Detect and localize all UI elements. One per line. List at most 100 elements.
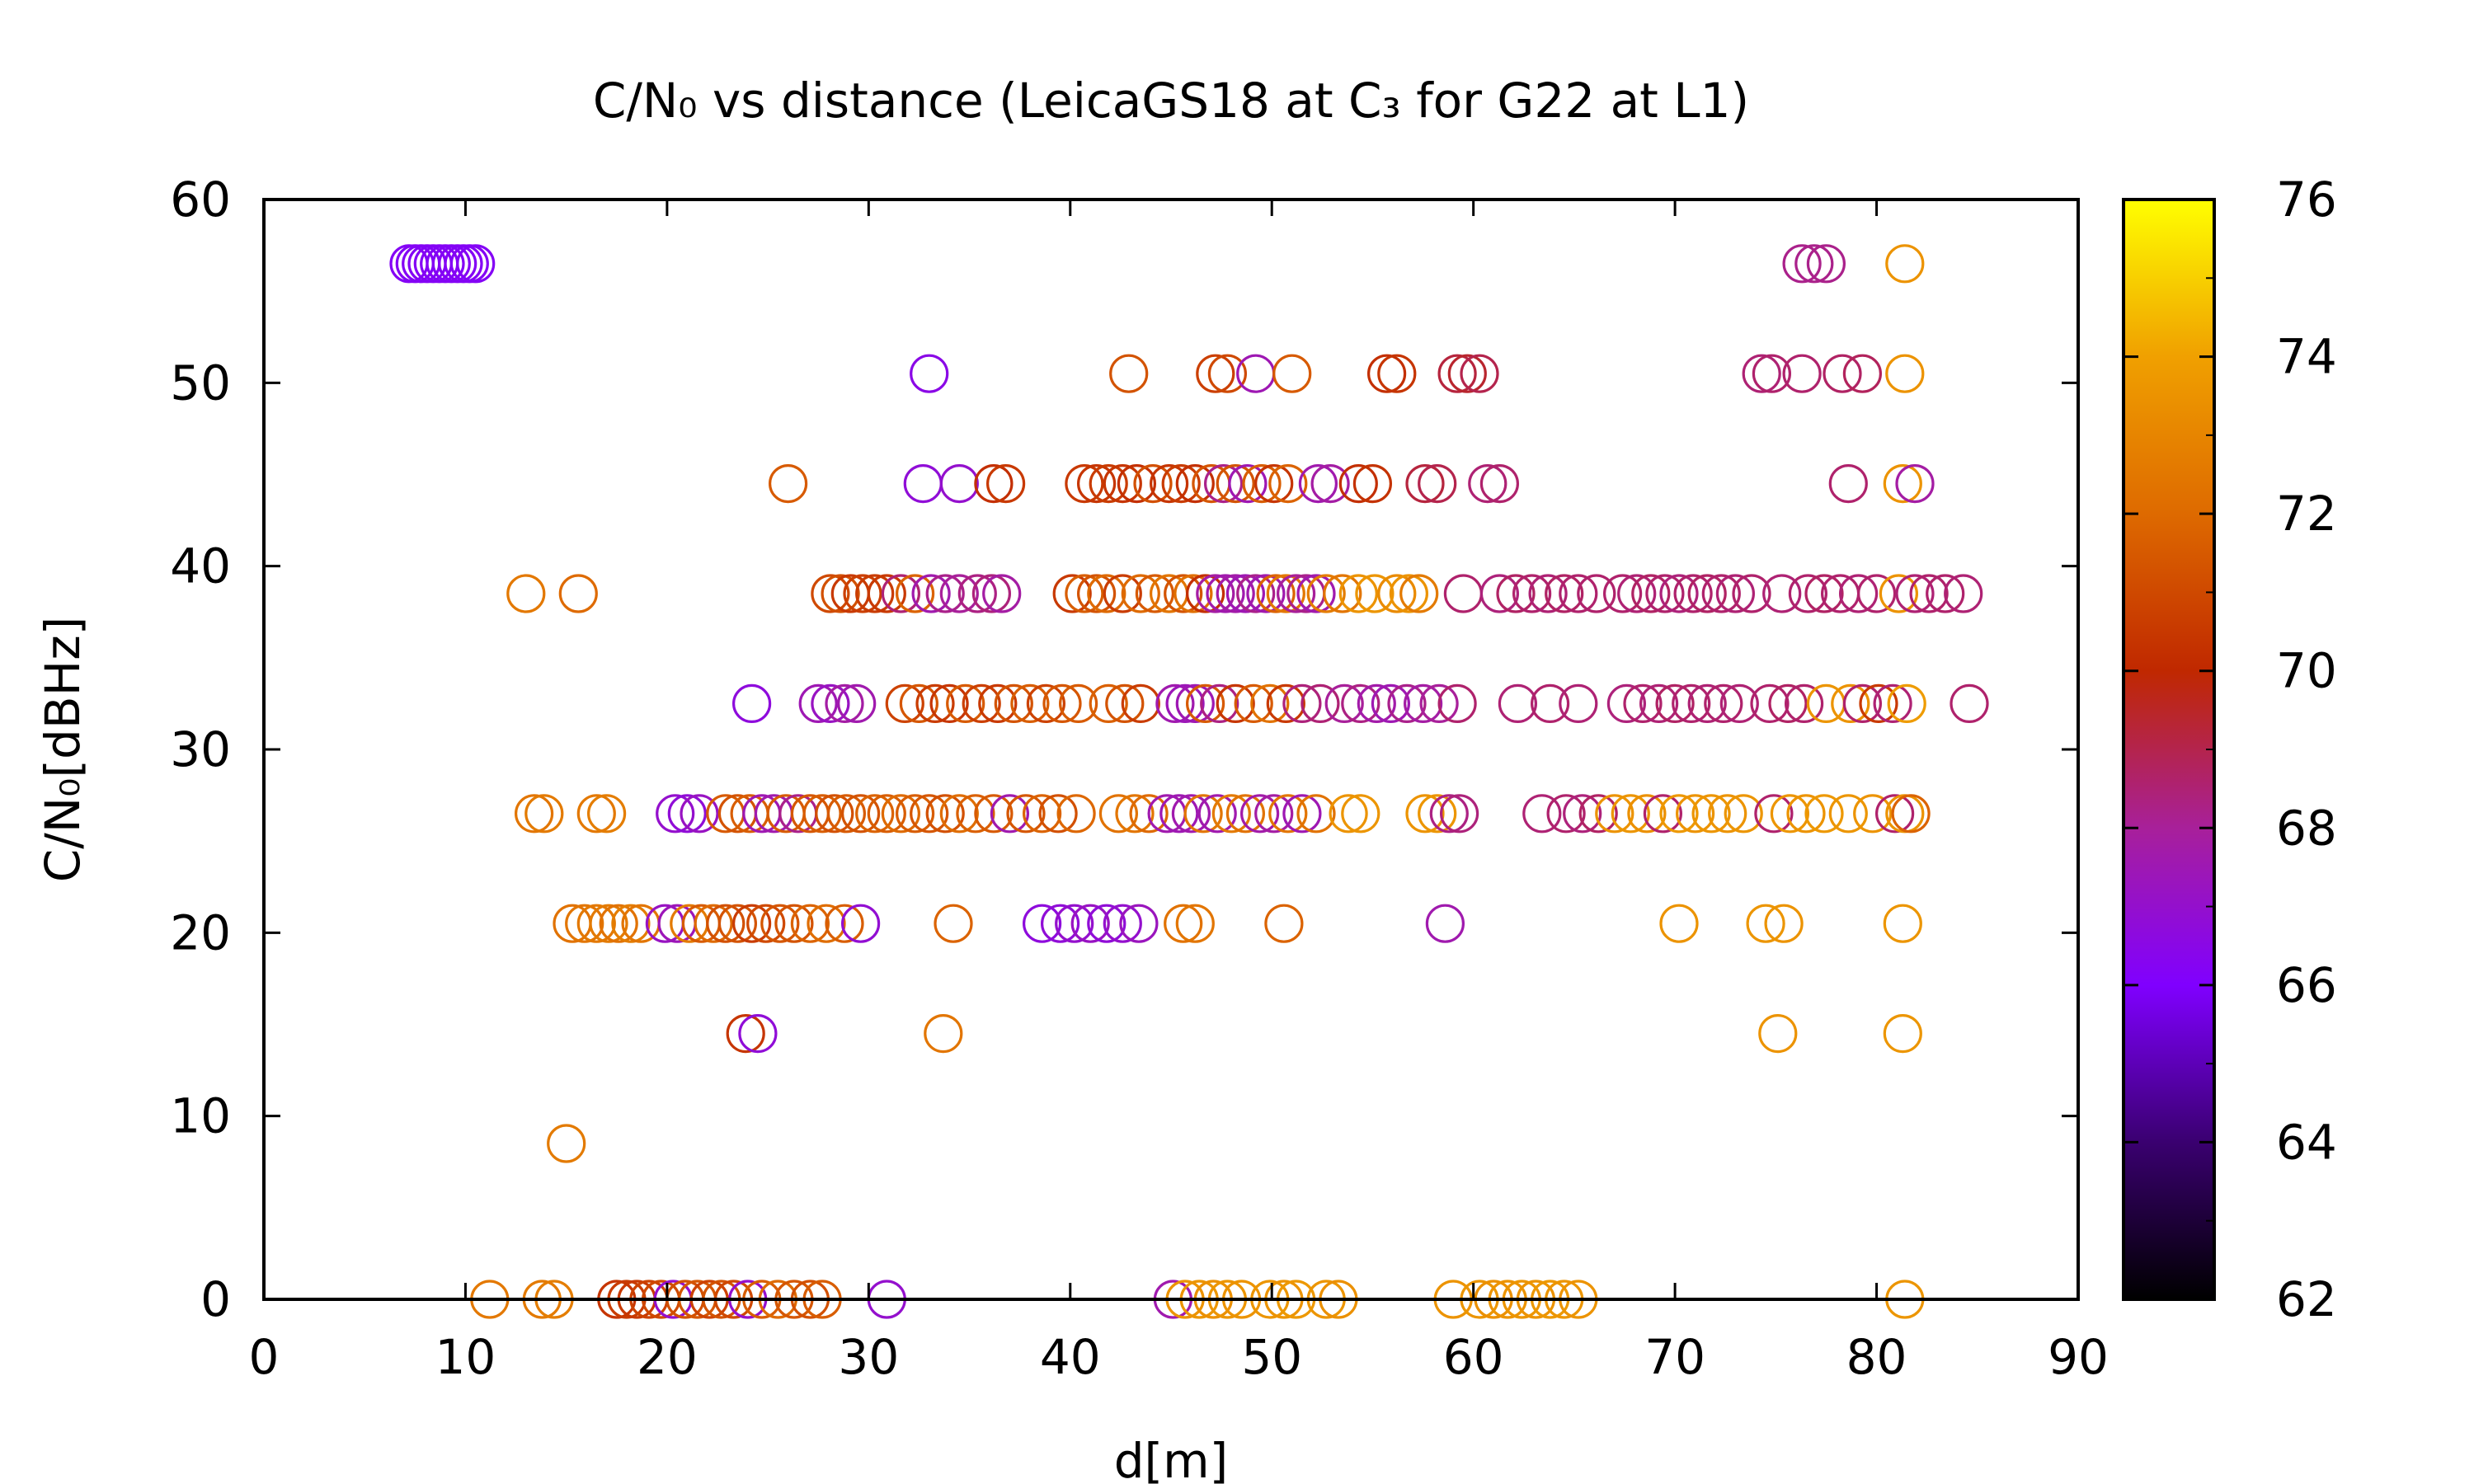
- data-point: [1341, 794, 1380, 834]
- data-point: [1762, 574, 1802, 613]
- data-point: [915, 683, 955, 724]
- data-point: [1052, 574, 1092, 613]
- data-point: [1216, 683, 1255, 724]
- data-point: [1196, 354, 1235, 393]
- data-point: [1512, 574, 1552, 613]
- data-point: [1782, 244, 1822, 284]
- data-point: [1155, 683, 1195, 724]
- y-tick-label: 30: [170, 721, 231, 777]
- x-tick-label: 30: [838, 1329, 899, 1385]
- data-point: [1676, 794, 1715, 834]
- colorbar-tick-label: 74: [2276, 329, 2337, 385]
- data-point: [1010, 683, 1050, 724]
- data-point: [1672, 683, 1711, 724]
- data-point: [994, 683, 1033, 724]
- data-point: [1496, 574, 1536, 613]
- data-point: [1659, 904, 1699, 943]
- data-point: [1225, 574, 1266, 613]
- data-point: [1639, 683, 1679, 724]
- data-point: [656, 794, 695, 834]
- data-point: [1087, 574, 1126, 613]
- data-point: [1885, 354, 1925, 393]
- data-point: [1498, 683, 1538, 724]
- data-point: [1479, 463, 1520, 504]
- data-point: [1770, 794, 1809, 834]
- data-point: [1873, 683, 1912, 724]
- data-point: [1266, 574, 1305, 613]
- data-point: [956, 794, 995, 834]
- data-point: [946, 683, 985, 724]
- data-point: [855, 574, 895, 613]
- x-tick-label: 0: [249, 1329, 280, 1385]
- data-point: [731, 683, 772, 724]
- data-point: [1782, 354, 1822, 393]
- data-point: [1595, 794, 1634, 834]
- data-point: [1006, 794, 1046, 834]
- data-point: [867, 574, 906, 613]
- data-point: [1196, 574, 1235, 613]
- data-point: [1183, 794, 1223, 834]
- data-point: [1546, 794, 1586, 834]
- data-point: [1236, 574, 1276, 613]
- data-point: [1185, 683, 1225, 724]
- data-point: [1165, 683, 1205, 724]
- data-point: [826, 794, 867, 834]
- data-point: [1323, 574, 1362, 613]
- data-point: [1794, 244, 1834, 284]
- data-point: [1206, 574, 1245, 613]
- data-point: [1859, 683, 1898, 724]
- x-axis-label: d[m]: [1114, 1433, 1229, 1484]
- data-point: [1329, 794, 1368, 834]
- data-point: [1216, 574, 1255, 613]
- data-point: [611, 904, 651, 943]
- data-point: [1103, 574, 1142, 613]
- x-tick-label: 50: [1241, 1329, 1302, 1385]
- y-tick-label: 50: [170, 355, 231, 411]
- data-point: [1828, 463, 1868, 504]
- data-point: [1324, 683, 1364, 724]
- data-point: [1197, 794, 1237, 834]
- data-point: [911, 574, 951, 613]
- data-point: [939, 574, 979, 613]
- data-point: [925, 794, 965, 834]
- data-point: [1268, 463, 1308, 504]
- data-point: [731, 904, 772, 943]
- data-point: [1254, 794, 1294, 834]
- data-point: [1296, 794, 1336, 834]
- data-point: [1239, 794, 1280, 834]
- data-point: [1522, 794, 1562, 834]
- data-point: [978, 683, 1018, 724]
- data-point: [576, 794, 616, 834]
- data-point: [1268, 794, 1308, 834]
- data-point: [1216, 463, 1255, 504]
- data-point: [811, 683, 850, 724]
- data-point: [760, 904, 800, 943]
- data-point: [1175, 463, 1215, 504]
- chart-title: C/N₀ vs distance (LeicaGS18 at C₃ for G2…: [593, 73, 1749, 129]
- data-point: [840, 794, 881, 834]
- colorbar-tick-label: 76: [2276, 171, 2337, 228]
- data-point: [1282, 794, 1322, 834]
- data-point: [1828, 794, 1868, 834]
- data-point: [925, 574, 965, 613]
- data-point: [1655, 683, 1695, 724]
- data-point: [547, 1124, 586, 1163]
- data-point: [1437, 683, 1477, 724]
- data-point: [1883, 904, 1922, 943]
- data-point: [985, 463, 1026, 504]
- data-point: [1056, 794, 1096, 834]
- data-point: [1443, 574, 1484, 613]
- data-points: [389, 244, 1989, 1319]
- data-point: [867, 794, 906, 834]
- data-point: [990, 794, 1030, 834]
- data-point: [855, 794, 895, 834]
- data-point: [1405, 794, 1445, 834]
- data-point: [1300, 683, 1340, 724]
- data-point: [811, 574, 850, 613]
- data-point: [1559, 574, 1598, 613]
- data-point: [1076, 463, 1117, 504]
- x-tick-label: 20: [637, 1329, 698, 1385]
- data-point: [726, 1013, 765, 1054]
- data-point: [1875, 794, 1915, 834]
